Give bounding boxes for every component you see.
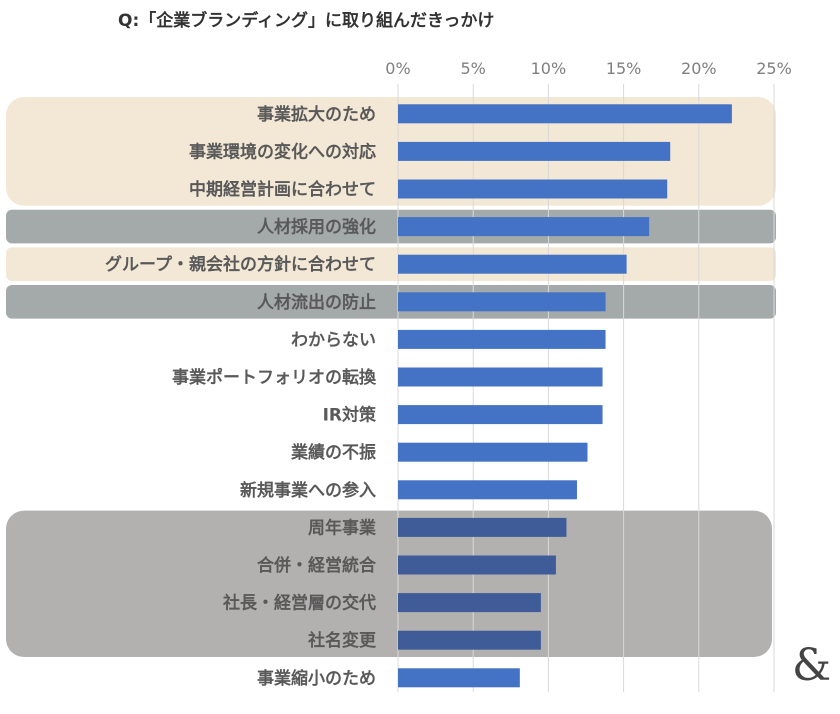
chart-title: Q:「企業ブランディング」に取り組んだきっかけ — [118, 10, 494, 31]
category-label: 社名変更 — [307, 630, 377, 651]
category-label: 事業拡大のため — [257, 104, 376, 125]
category-label: IR対策 — [323, 405, 377, 426]
tick-label: 25% — [756, 59, 792, 78]
bar — [398, 405, 603, 425]
bar — [398, 668, 520, 688]
bar — [398, 179, 668, 199]
category-label: 社長・経営層の交代 — [222, 593, 376, 614]
bar — [398, 292, 606, 312]
bar — [398, 217, 650, 237]
bar — [398, 517, 567, 537]
bar — [398, 104, 732, 124]
category-label: 業績の不振 — [291, 442, 376, 463]
category-label: 人材流出の防止 — [257, 292, 376, 313]
tick-label: 20% — [681, 59, 717, 78]
bar — [398, 442, 588, 462]
category-label: 新規事業への参入 — [240, 480, 376, 501]
highlight-band-slate — [6, 285, 776, 319]
tick-label: 0% — [385, 59, 410, 78]
category-label: 周年事業 — [308, 517, 376, 538]
category-label: 事業環境の変化への対応 — [189, 141, 376, 162]
category-label: 合併・経営統合 — [257, 555, 377, 576]
bar — [398, 254, 627, 274]
bar — [398, 329, 606, 349]
bar — [398, 480, 577, 500]
highlight-band-slate — [6, 209, 776, 244]
category-label: 事業縮小のため — [257, 668, 376, 689]
highlight-band-beige — [6, 97, 776, 206]
logo-mark: & — [792, 640, 831, 691]
tick-label: 15% — [606, 59, 642, 78]
bar — [398, 630, 541, 650]
bar — [398, 593, 541, 613]
bar — [398, 555, 556, 575]
category-label: 人材採用の強化 — [257, 217, 376, 238]
bar — [398, 367, 603, 387]
bar — [398, 141, 671, 161]
highlight-band-gray — [6, 510, 772, 657]
category-label: 事業ポートフォリオの転換 — [172, 367, 377, 388]
category-label: 中期経営計画に合わせて — [189, 179, 376, 200]
tick-label: 10% — [531, 59, 567, 78]
tick-label: 5% — [461, 59, 486, 78]
category-label: わからない — [291, 330, 376, 350]
category-label: グループ・親会社の方針に合わせて — [105, 254, 376, 275]
